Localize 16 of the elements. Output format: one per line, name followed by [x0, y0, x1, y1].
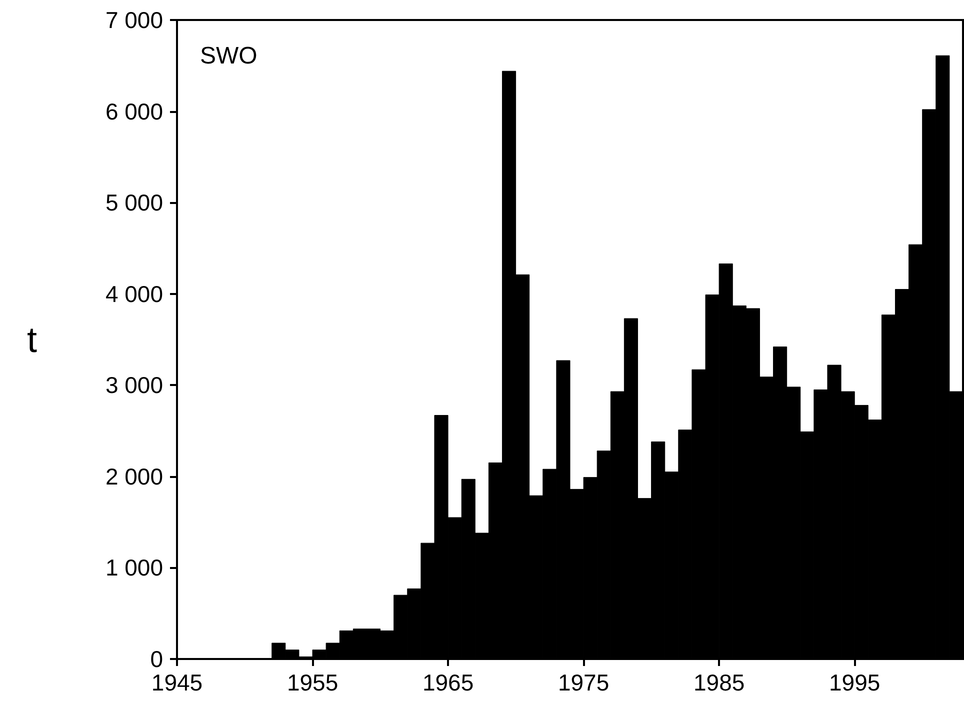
- y-tick-label: 1 000: [105, 554, 163, 581]
- x-tick-label: 1995: [829, 670, 880, 696]
- annotation: SWO: [200, 42, 258, 70]
- y-tick-label: 3 000: [105, 372, 163, 398]
- x-tick-label: 1945: [151, 670, 203, 696]
- y-tick-label: 6 000: [105, 98, 163, 124]
- y-axis-title: t: [26, 319, 37, 360]
- y-tick-label: 7 000: [105, 7, 163, 33]
- x-tick-label: 1965: [422, 670, 474, 696]
- y-tick-label: 0: [150, 646, 163, 672]
- x-tick-label: 1975: [558, 670, 610, 696]
- x-tick-label: 1985: [693, 670, 745, 696]
- y-tick-label: 5 000: [105, 190, 163, 216]
- y-tick-label: 2 000: [105, 463, 163, 490]
- x-tick-label: 1955: [286, 670, 338, 696]
- y-tick-label: 4 000: [105, 280, 163, 307]
